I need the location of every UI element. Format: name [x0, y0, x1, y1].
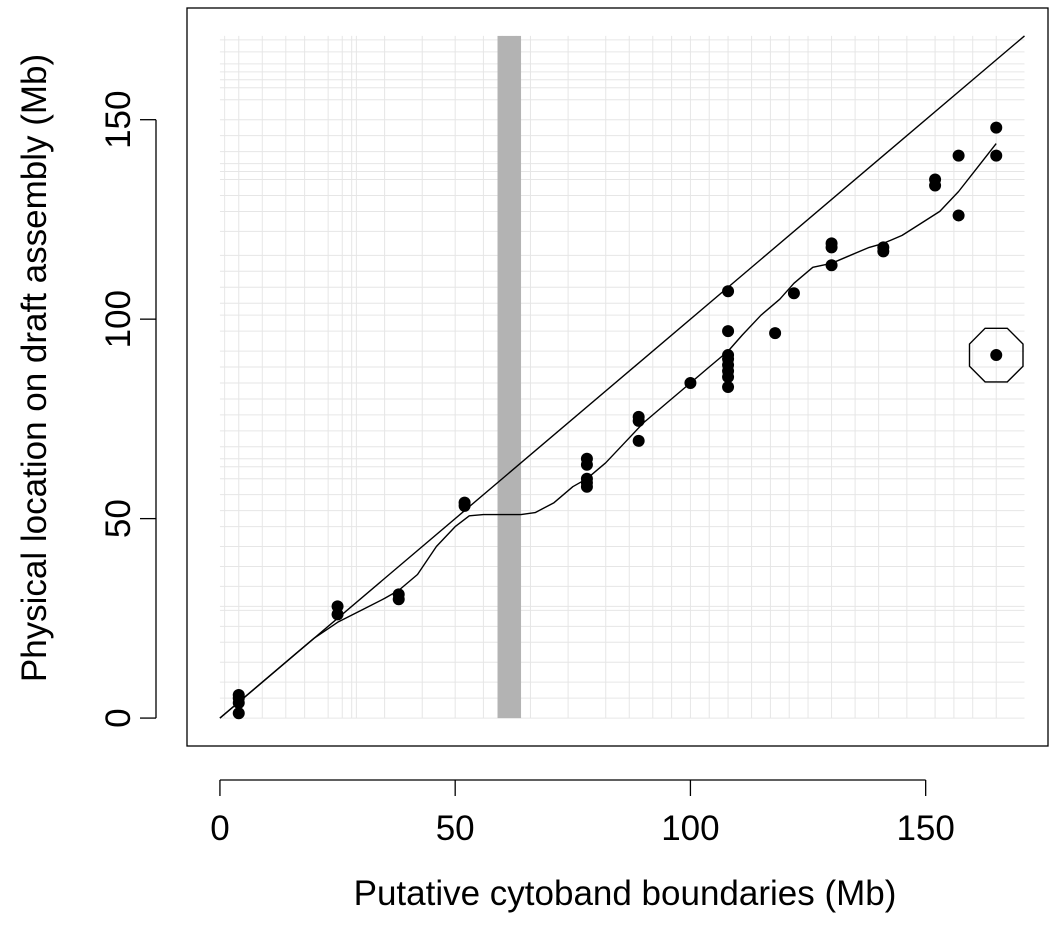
data-point [580, 480, 593, 493]
data-point [952, 149, 965, 162]
data-point [990, 149, 1003, 162]
data-point [722, 285, 735, 298]
data-point [232, 696, 245, 709]
data-point [722, 371, 735, 383]
point-layer [232, 121, 1003, 720]
data-point [787, 287, 800, 300]
outlier-octagon-marker [968, 327, 1024, 383]
data-point [825, 259, 838, 272]
data-point [392, 593, 405, 606]
data-point [331, 608, 344, 621]
plot-frame [186, 7, 1049, 747]
y-axis-label: Physical location on draft assembly (Mb) [15, 54, 54, 682]
data-point [929, 179, 942, 192]
data-point [580, 458, 593, 471]
x-axis-label: Putative cytoband boundaries (Mb) [354, 874, 897, 913]
reference-line [219, 35, 1025, 719]
y-tick-label: 150 [99, 90, 138, 148]
line-layer [219, 35, 1025, 719]
smooth-fit-line [219, 143, 997, 719]
data-point [769, 327, 782, 340]
highlight-band [497, 35, 522, 719]
highlight-band-layer [497, 35, 522, 719]
x-tick-label: 50 [436, 809, 475, 848]
data-point [632, 434, 645, 447]
y-tick-label: 50 [99, 499, 138, 538]
y-tick-label: 0 [99, 708, 138, 727]
data-point [458, 499, 471, 512]
data-point [952, 209, 965, 222]
data-point [632, 414, 645, 427]
y-tick-label: 100 [99, 290, 138, 348]
data-point [722, 325, 735, 338]
data-point [990, 349, 1003, 362]
x-tick-label: 150 [896, 809, 954, 848]
x-tick-label: 0 [210, 809, 229, 848]
data-point [990, 121, 1003, 134]
data-point [232, 707, 245, 720]
data-point [684, 376, 697, 389]
outlier-marker-layer [968, 327, 1024, 383]
data-point [825, 241, 838, 254]
data-point [877, 245, 890, 258]
x-tick-label: 100 [661, 809, 719, 848]
axis-layer: 0 50 100 150 0 50 100 150 [99, 90, 955, 848]
data-point [722, 380, 735, 393]
